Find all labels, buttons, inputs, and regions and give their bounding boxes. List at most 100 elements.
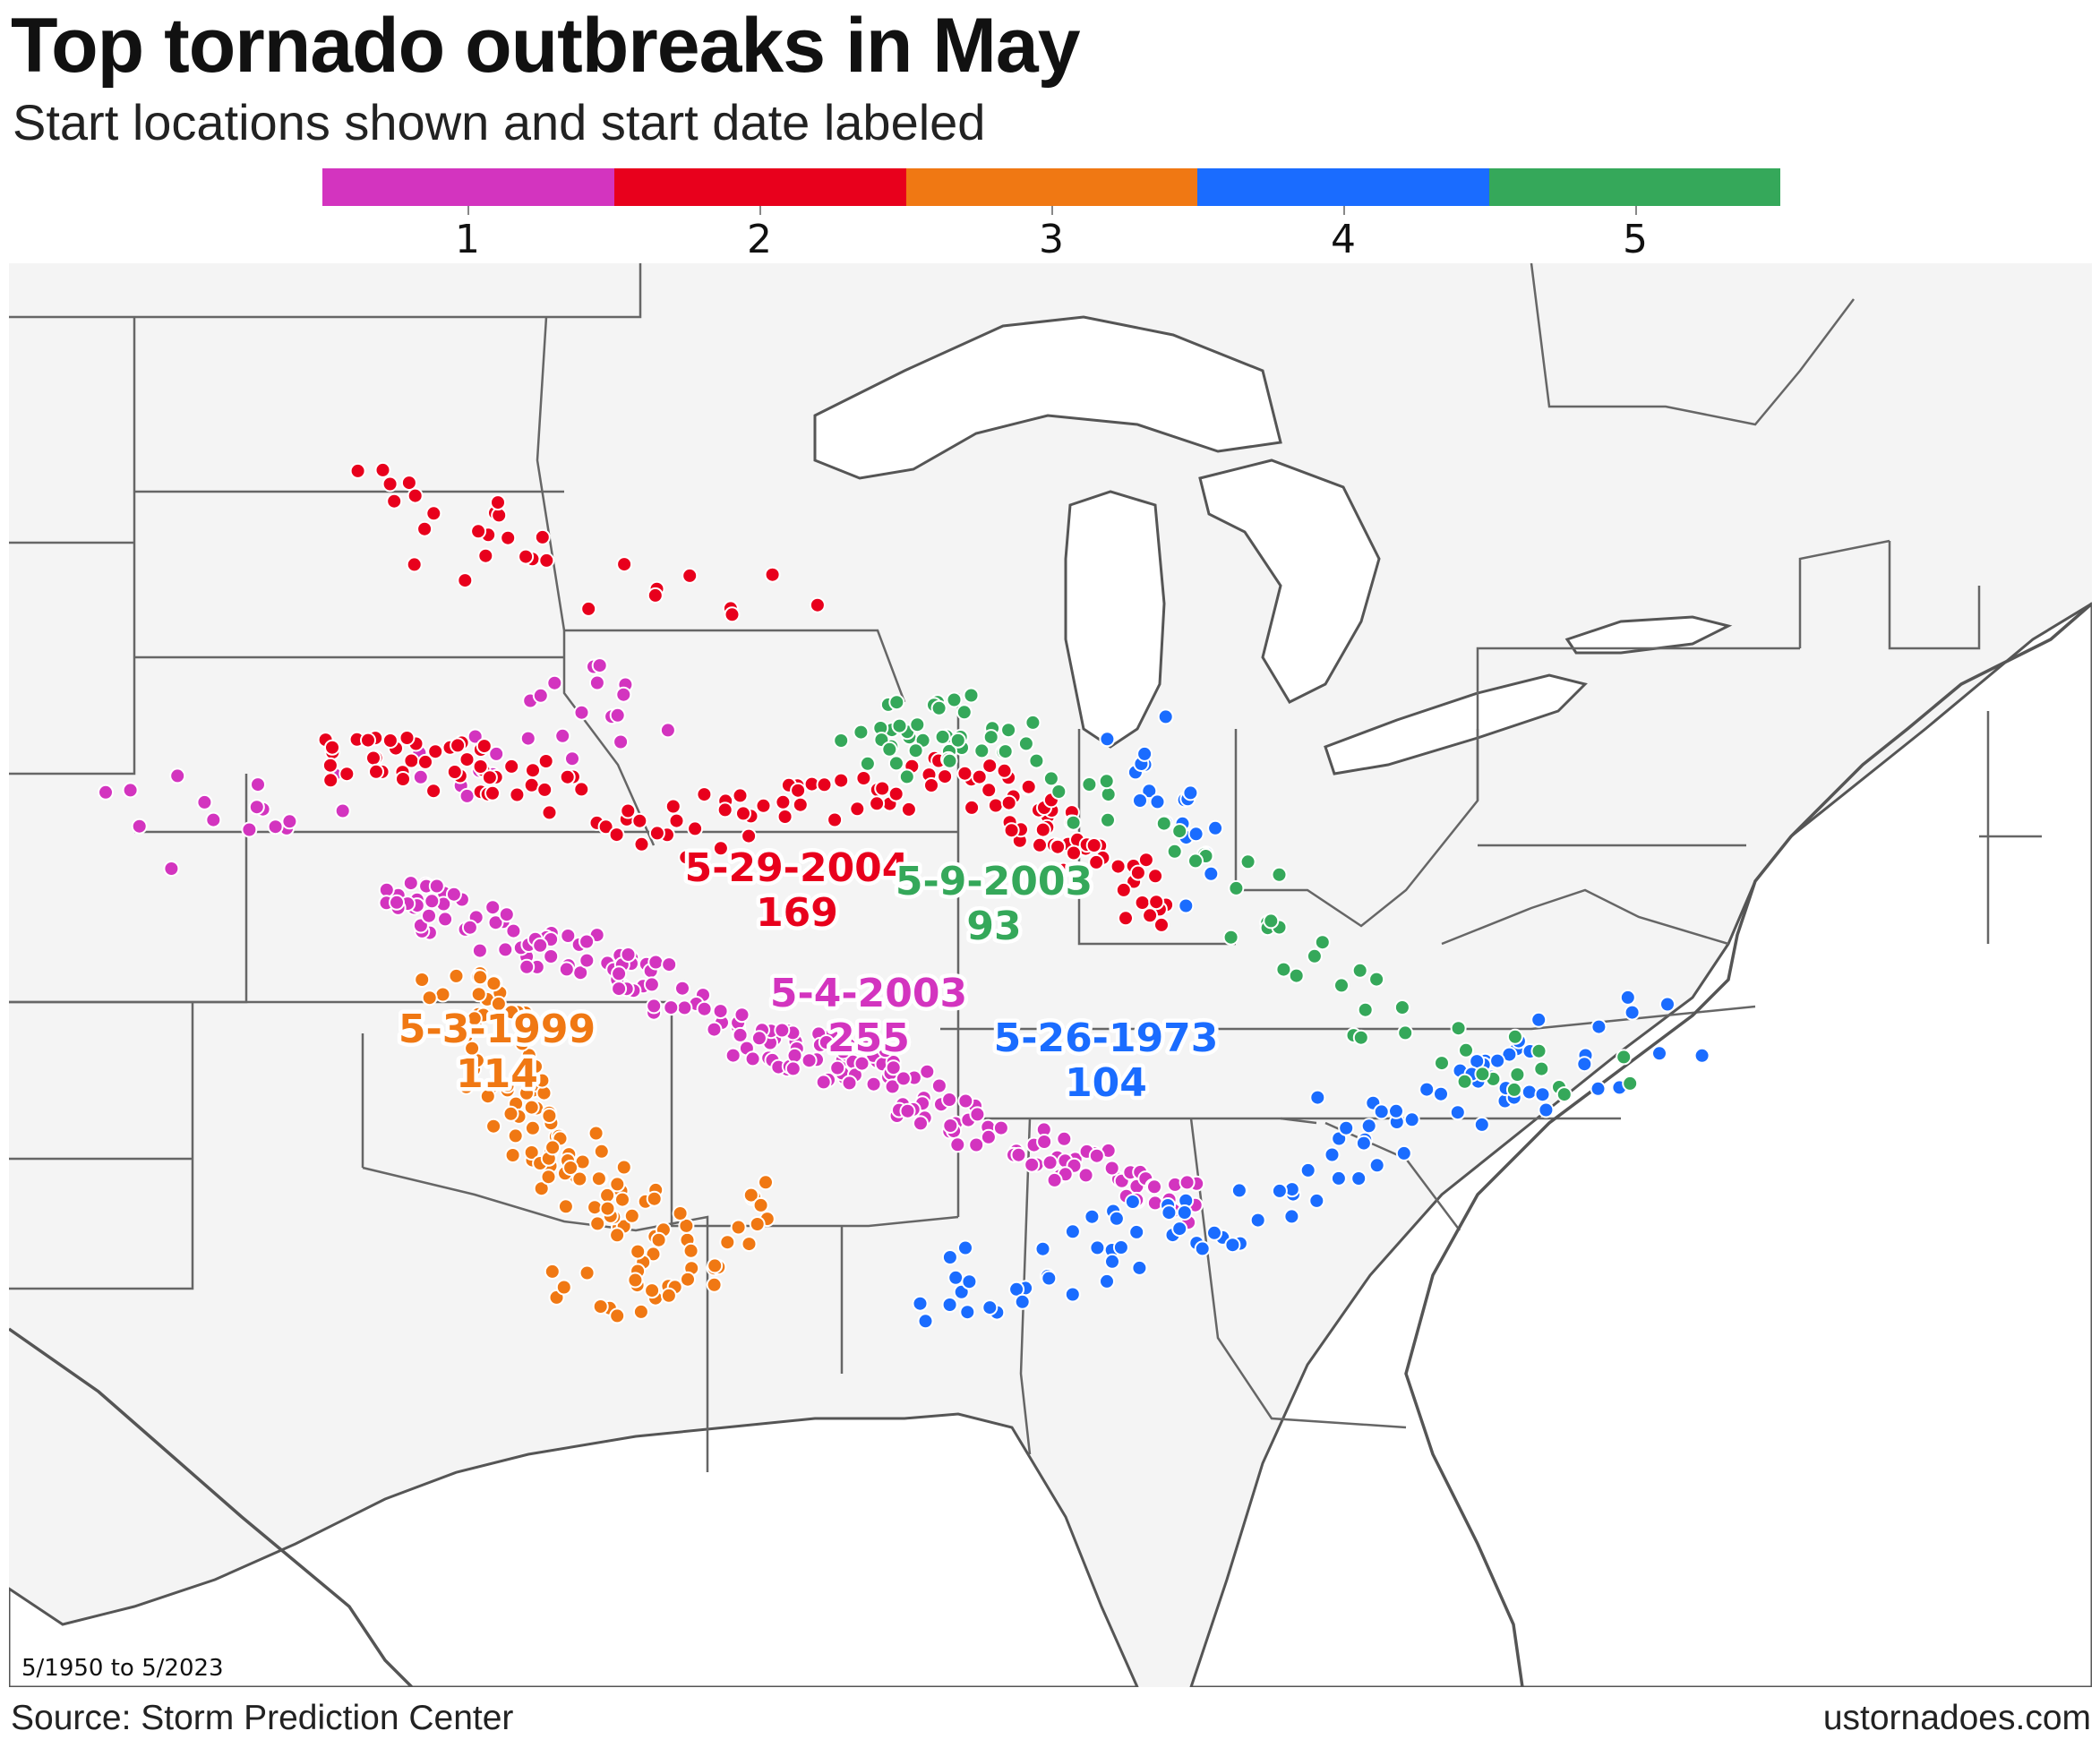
tornado-point	[400, 475, 417, 492]
tornado-point	[1153, 916, 1170, 933]
tornado-point	[519, 958, 536, 975]
tornado-point	[716, 801, 733, 818]
tornado-point	[558, 961, 575, 978]
tornado-point	[1036, 1134, 1053, 1150]
tornado-point	[241, 821, 258, 838]
lake-erie	[1324, 673, 1588, 775]
tornado-point	[912, 1295, 929, 1312]
lake-superior	[813, 315, 1282, 480]
tornado-point	[459, 787, 476, 804]
tornado-point	[980, 1128, 997, 1145]
border-line	[362, 1166, 709, 1472]
tornado-point	[1222, 929, 1239, 946]
tornado-point	[833, 772, 850, 789]
tornado-point	[402, 875, 419, 892]
tornado-point	[414, 972, 431, 988]
tornado-point	[267, 818, 284, 835]
tornado-point	[1333, 977, 1350, 994]
tornado-point	[476, 738, 493, 755]
tornado-point	[827, 811, 844, 828]
tornado-point	[1100, 786, 1117, 803]
tornado-point	[609, 1307, 626, 1324]
tornado-point	[534, 1072, 551, 1089]
border-line	[9, 317, 136, 775]
tornado-point	[322, 772, 339, 789]
tornado-point	[527, 1058, 544, 1075]
tornado-point	[1533, 1060, 1550, 1077]
legend-label-5: 5	[1623, 217, 1648, 262]
border-line	[9, 1002, 194, 1290]
tornado-point	[523, 1144, 540, 1161]
tornado-point	[1203, 865, 1220, 882]
tornado-point	[1239, 853, 1256, 870]
tornado-point	[707, 1257, 724, 1274]
tornado-point	[573, 781, 590, 798]
date-range-note: 5/1950 to 5/2023	[21, 1655, 224, 1682]
tornado-point	[1077, 1167, 1094, 1184]
tornado-point	[1299, 1161, 1316, 1178]
tornado-point	[865, 1075, 882, 1092]
tornado-point	[1081, 776, 1098, 793]
tornado-point	[942, 1118, 959, 1134]
map-panel: 5-4-2003 255 5-29-2004 169 5-3-1999 114 5-26-1…	[9, 263, 2092, 1687]
tornado-point	[1161, 1204, 1178, 1221]
tornado-point	[428, 878, 445, 895]
tornado-point	[1373, 1103, 1390, 1120]
border-line	[1476, 647, 1800, 801]
tornado-point	[1046, 1171, 1063, 1188]
tornado-point	[579, 1264, 596, 1281]
tornado-point	[1616, 1049, 1633, 1066]
tornado-point	[399, 730, 416, 746]
tornado-point	[1288, 967, 1305, 984]
tornado-point	[360, 732, 376, 749]
tornado-point	[957, 1239, 973, 1256]
tornado-point	[632, 1303, 649, 1320]
state-boundaries	[9, 263, 2042, 1472]
legend-swatch-5	[1489, 168, 1780, 206]
tornado-point	[1088, 1147, 1105, 1164]
tornado-point	[1506, 1028, 1523, 1045]
tornado-point	[1000, 794, 1017, 811]
tornado-point	[1530, 1042, 1547, 1059]
tornado-point	[403, 752, 420, 769]
tornado-point	[895, 1070, 912, 1087]
color-legend: 1 2 3 4 5	[322, 168, 1780, 267]
border-line	[1280, 1117, 1317, 1125]
tornado-point	[1064, 1223, 1081, 1240]
tornado-point	[519, 730, 536, 747]
tornado-point	[1141, 783, 1158, 800]
tornado-point	[534, 528, 551, 545]
tornado-point	[519, 1069, 536, 1086]
tornado-point	[571, 1170, 588, 1187]
tornado-point	[587, 1125, 604, 1142]
tornado-point	[446, 764, 463, 780]
tornado-point	[564, 750, 580, 767]
tornado-point	[485, 1118, 502, 1135]
tornado-point	[631, 812, 648, 829]
tornado-point	[425, 505, 442, 522]
tornado-point	[1146, 1178, 1162, 1195]
tornado-point	[1171, 1221, 1188, 1238]
tornado-point	[470, 986, 487, 1003]
tornado-point	[786, 1047, 803, 1064]
tornado-point	[1309, 1089, 1326, 1106]
tornado-point	[696, 786, 713, 803]
tornado-point	[560, 928, 577, 944]
tornado-point	[668, 812, 685, 829]
atlantic-coast	[1404, 602, 2092, 1687]
tornado-point	[464, 1040, 481, 1057]
tornado-point	[930, 699, 947, 716]
tornado-point	[196, 793, 213, 810]
tornado-point	[1249, 1212, 1266, 1229]
border-line	[9, 774, 248, 1004]
tornado-point	[1187, 826, 1204, 843]
tornado-point	[630, 1243, 647, 1260]
tornado-point	[536, 781, 553, 798]
tornado-point	[680, 1271, 696, 1288]
tornado-point	[849, 801, 866, 818]
tornado-point	[498, 906, 515, 923]
tornado-point	[365, 750, 381, 767]
outbreak-date-label: 5-4-2003	[770, 971, 967, 1016]
tornado-point	[750, 1030, 767, 1047]
